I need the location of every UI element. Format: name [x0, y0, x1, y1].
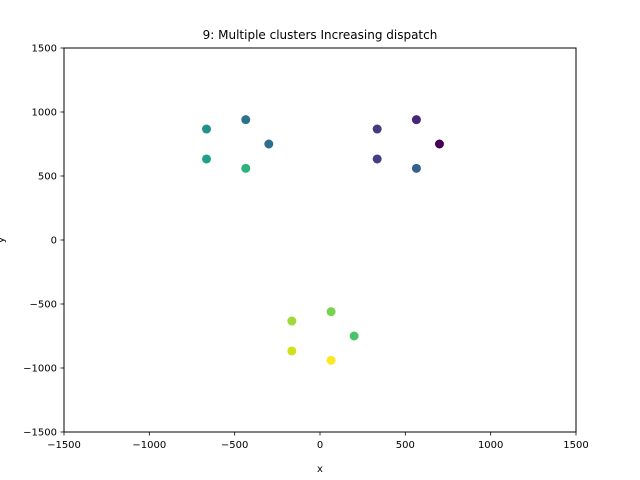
- x-axis-ticks: −1500 −1000 −500 0 500 1000 1500: [47, 432, 589, 451]
- scatter-point: [241, 163, 251, 173]
- y-tick-label: 1500: [32, 44, 57, 55]
- scatter-point: [202, 154, 212, 164]
- scatter-point: [287, 346, 297, 356]
- scatter-point: [434, 139, 444, 149]
- y-axis-label: y: [0, 237, 7, 243]
- y-axis-ticks: −1500 −1000 −500 0 500 1000 1500: [23, 44, 64, 439]
- x-tick-label: 0: [317, 440, 323, 451]
- y-tick-label: 500: [38, 172, 57, 183]
- scatter-point: [372, 154, 382, 164]
- chart-title: 9: Multiple clusters Increasing dispatch: [203, 28, 438, 42]
- y-tick-label: 0: [51, 236, 57, 247]
- scatter-point: [326, 307, 336, 317]
- y-tick-label: −1500: [23, 428, 57, 439]
- y-tick-label: 1000: [32, 108, 57, 119]
- scatter-point: [241, 115, 251, 125]
- x-tick-label: 500: [396, 440, 415, 451]
- x-tick-label: 1500: [563, 440, 588, 451]
- x-tick-label: 1000: [478, 440, 503, 451]
- x-tick-label: −1500: [47, 440, 81, 451]
- points-layer: [202, 115, 444, 365]
- scatter-point: [202, 124, 212, 134]
- scatter-point: [287, 316, 297, 326]
- x-tick-label: −500: [221, 440, 248, 451]
- x-axis-label: x: [317, 464, 323, 475]
- scatter-point: [326, 355, 336, 365]
- x-tick-label: −1000: [132, 440, 166, 451]
- y-tick-label: −1000: [23, 364, 57, 375]
- scatter-point: [349, 331, 359, 341]
- scatter-point: [411, 115, 421, 125]
- y-tick-label: −500: [30, 300, 57, 311]
- scatter-point: [411, 163, 421, 173]
- scatter-point: [372, 124, 382, 134]
- scatter-point: [264, 139, 274, 149]
